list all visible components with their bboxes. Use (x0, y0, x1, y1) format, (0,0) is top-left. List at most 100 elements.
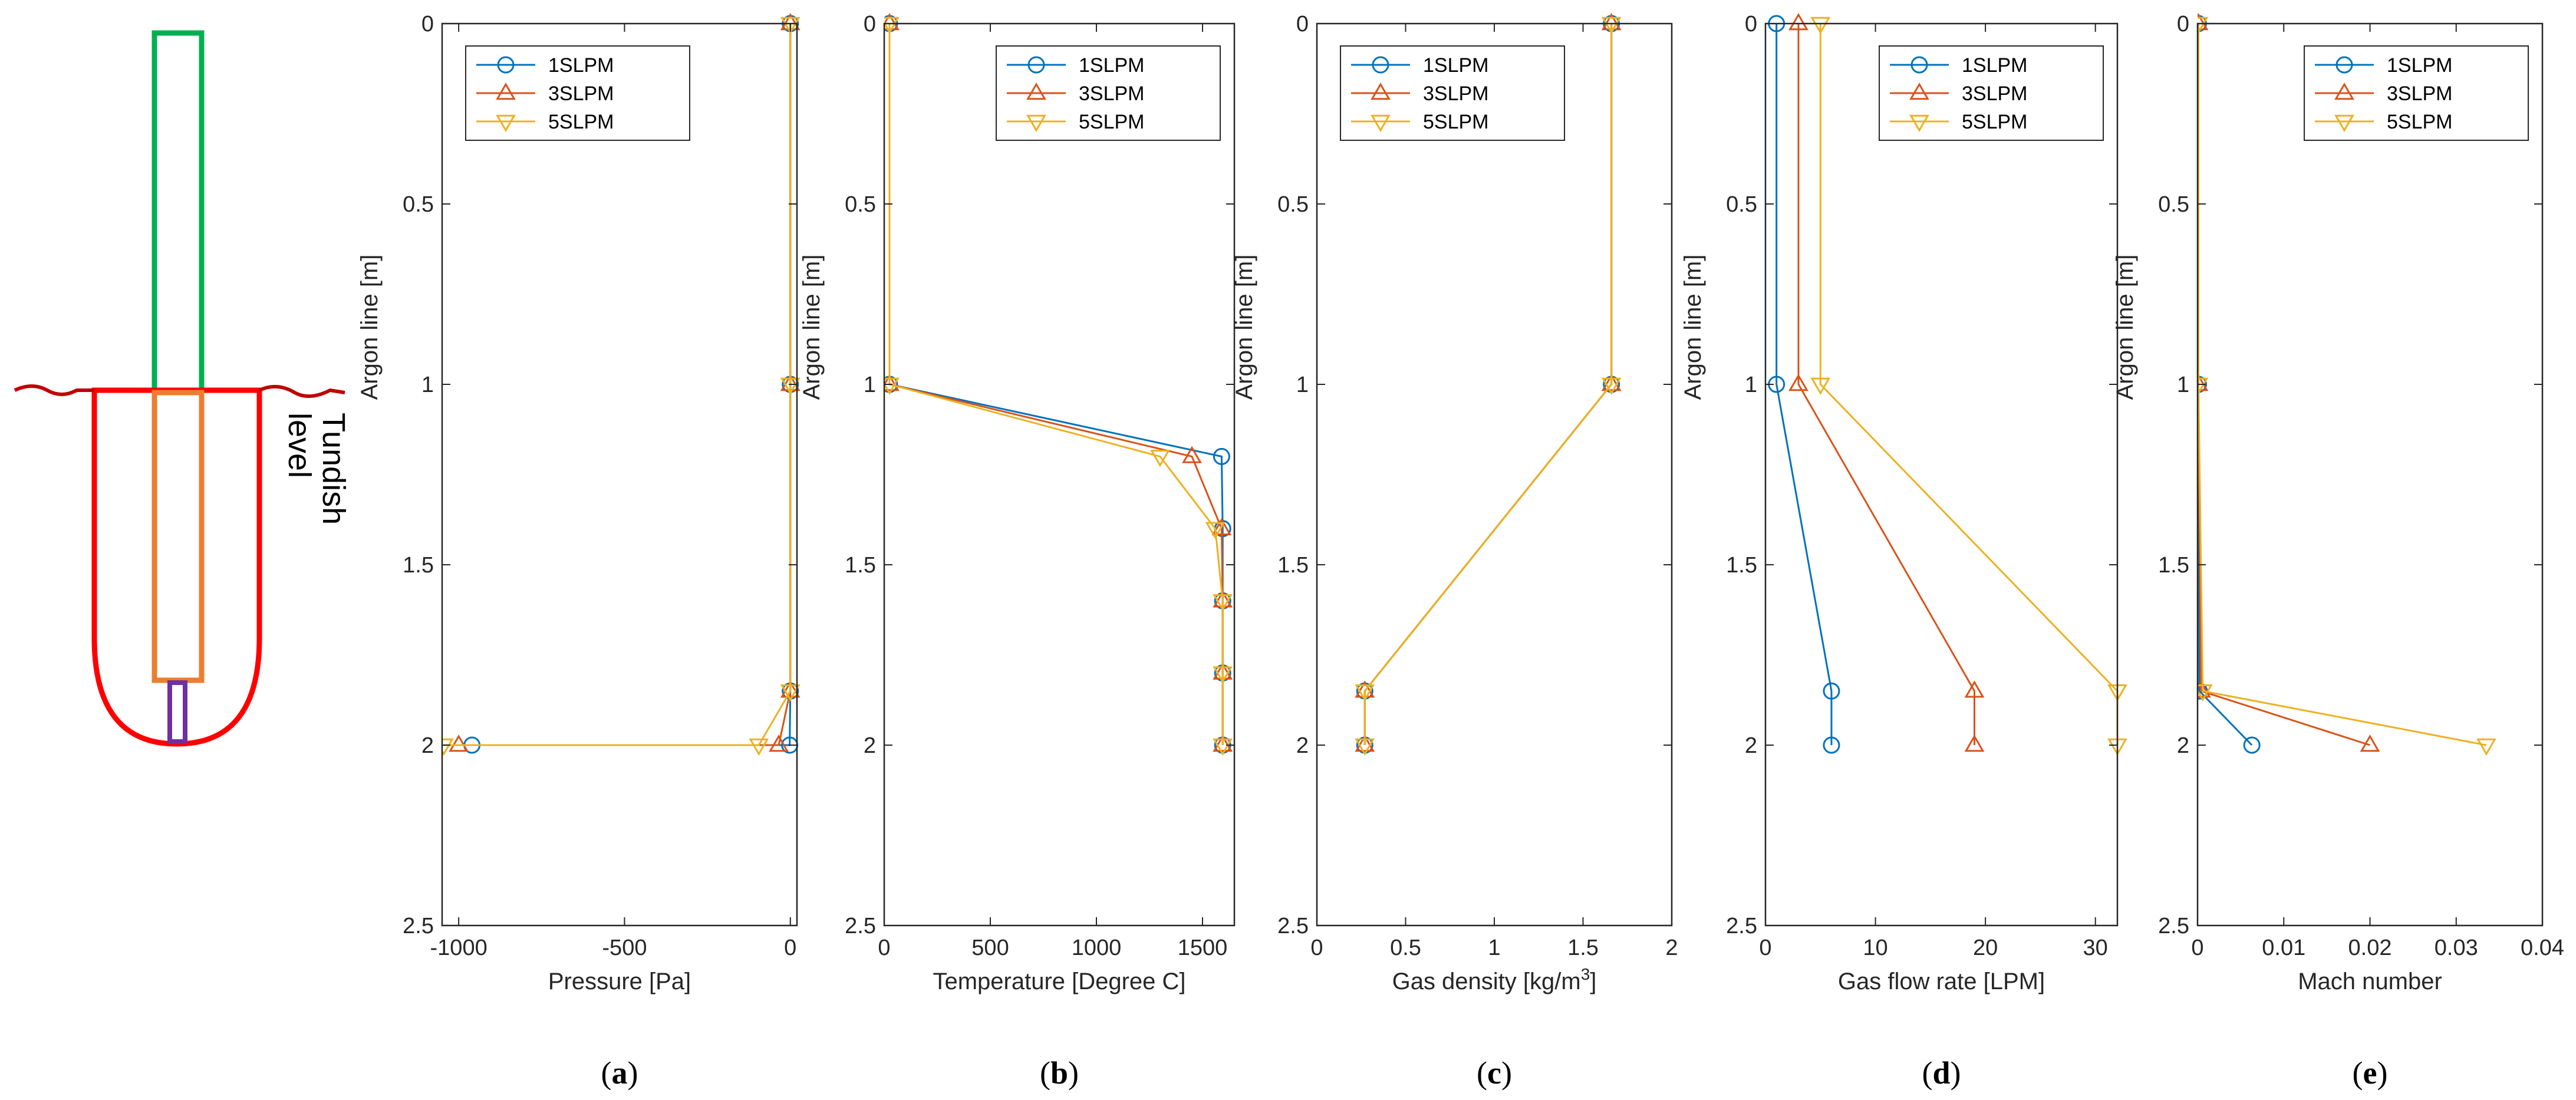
y-tick-label: 0 (421, 12, 434, 37)
tundish-vessel (91, 387, 262, 747)
axes-box (1764, 22, 2119, 927)
y-tick-label: 2 (1296, 733, 1309, 758)
legend: 1SLPM 3SLPM 5SLPM (1879, 45, 2104, 141)
tundish-surface-wave (14, 384, 345, 398)
legend-label: 1SLPM (1423, 54, 1489, 77)
panel-label: (c) (1477, 1055, 1512, 1091)
panel-d: 0 10 20 30 0 0.5 1 1.5 2 2.5 Gas flow rate [LPM] Ar… (1680, 12, 2127, 1091)
data-point-5SLPM (780, 17, 801, 34)
tundish-label-line2: level (282, 413, 317, 478)
y-tick-label: 1 (1745, 373, 1757, 397)
y-tick-label: 2 (2177, 733, 2189, 758)
x-tick-label: 0 (784, 936, 796, 960)
x-tick-label: 1.5 (1567, 936, 1599, 960)
x-tick-label: 0.02 (2348, 936, 2392, 960)
data-point-5SLPM (1810, 377, 1831, 395)
legend-label: 1SLPM (1079, 54, 1145, 77)
legend-marker (1371, 83, 1391, 100)
data-point-3SLPM (2360, 735, 2380, 752)
y-tick-label: 1 (1296, 373, 1309, 397)
chart-panels: -1000 -500 0 0 0.5 1 1.5 2 2.5 Pressure [Pa] Argon… (357, 12, 2564, 1091)
x-tick-label: 1000 (1072, 936, 1122, 960)
data-point-5SLPM (1810, 17, 1831, 34)
legend-marker (1909, 114, 1929, 132)
y-tick-label: 1.5 (2158, 553, 2189, 578)
y-tick-label: 0.5 (1277, 192, 1309, 217)
x-tick-label: 0.03 (2435, 936, 2478, 960)
legend-label: 5SLPM (1423, 111, 1489, 133)
data-point-5SLPM (2198, 17, 2209, 34)
y-tick-label: 1 (864, 373, 876, 397)
x-tick-label: -1000 (430, 936, 487, 960)
panel-e: 0 0.01 0.02 0.03 0.04 0 0.5 1 1.5 2 2.5 Mach number… (2112, 12, 2564, 1091)
legend-label: 1SLPM (548, 54, 614, 77)
x-tick-label: 30 (2083, 936, 2108, 960)
y-tick-label: 1.5 (1726, 553, 1757, 578)
x-tick-label: 0 (1759, 936, 1771, 960)
legend-marker (496, 114, 516, 132)
legend-marker (1909, 83, 1929, 100)
legend-label: 5SLPM (1079, 111, 1145, 133)
tundish-label-line1: Tundish (316, 413, 351, 525)
data-point-3SLPM (1182, 446, 1202, 463)
data-point-3SLPM (1788, 13, 1809, 31)
x-tick-label: 0.5 (1390, 936, 1421, 960)
data-point-3SLPM (449, 735, 469, 752)
legend-marker (2334, 114, 2354, 132)
data-point-1SLPM (1213, 447, 1230, 465)
x-axis-label: Temperature [Degree C] (933, 969, 1185, 994)
x-tick-label: 20 (1973, 936, 1998, 960)
data-point-3SLPM (1355, 735, 1375, 752)
data-point-5SLPM (780, 377, 801, 395)
x-tick-label: 1 (1488, 936, 1500, 960)
data-point-3SLPM (769, 735, 789, 752)
data-point-3SLPM (1213, 735, 1233, 752)
legend-marker (497, 56, 515, 74)
x-axis-label: Gas flow rate [LPM] (1838, 969, 2045, 994)
data-point-5SLPM (1213, 738, 1233, 756)
data-point-5SLPM (780, 684, 801, 702)
axes-box (2196, 22, 2544, 927)
legend-marker (1371, 114, 1391, 132)
data-point-1SLPM (1823, 682, 1840, 700)
y-tick-label: 0.5 (2158, 192, 2189, 217)
y-tick-label: 0.5 (1726, 192, 1757, 217)
y-tick-label: 0.5 (845, 192, 876, 217)
x-tick-label: 0 (1310, 936, 1323, 960)
legend-marker (1026, 83, 1046, 100)
data-point-5SLPM (1355, 738, 1375, 756)
panel-label: (a) (601, 1055, 638, 1091)
y-tick-label: 2.5 (2158, 914, 2189, 938)
data-point-5SLPM (2198, 684, 2213, 702)
snorkel-tube (151, 30, 205, 396)
y-tick-label: 2.5 (845, 914, 876, 938)
x-axis-label-sup: 3 (1581, 965, 1590, 983)
x-axis-label: Mach number (2298, 969, 2442, 994)
y-axis-label: Argon line [m] (1680, 255, 1706, 400)
x-tick-label: 0 (878, 936, 890, 960)
x-axis-label: Gas density [kg/m3] (1392, 965, 1597, 994)
legend-label: 5SLPM (548, 111, 614, 133)
legend: 1SLPM 3SLPM 5SLPM (1340, 45, 1565, 141)
panel-c: 0 0.5 1 1.5 2 0 0.5 1 1.5 2 2.5 Gas density [kg/m3]… (1231, 12, 1678, 1091)
y-tick-label: 2.5 (1277, 914, 1309, 938)
legend: 1SLPM 3SLPM 5SLPM (465, 45, 690, 141)
axes-box (441, 22, 798, 927)
legend-label: 3SLPM (1962, 83, 2028, 105)
y-tick-label: 2 (864, 733, 876, 758)
data-point-3SLPM (884, 374, 900, 391)
legend-label: 3SLPM (2387, 83, 2453, 105)
data-point-3SLPM (1964, 735, 1985, 752)
data-point-1SLPM (2243, 736, 2261, 754)
x-axis-label: Pressure [Pa] (548, 969, 691, 994)
x-tick-label: 1500 (1178, 936, 1228, 960)
y-tick-label: 2.5 (403, 914, 434, 938)
data-point-1SLPM (1823, 736, 1840, 754)
legend-marker (1372, 56, 1389, 74)
series-line-5SLPM (443, 24, 792, 746)
data-point-3SLPM (1601, 374, 1622, 391)
legend-label: 5SLPM (2387, 111, 2453, 133)
legend: 1SLPM 3SLPM 5SLPM (996, 45, 1221, 141)
